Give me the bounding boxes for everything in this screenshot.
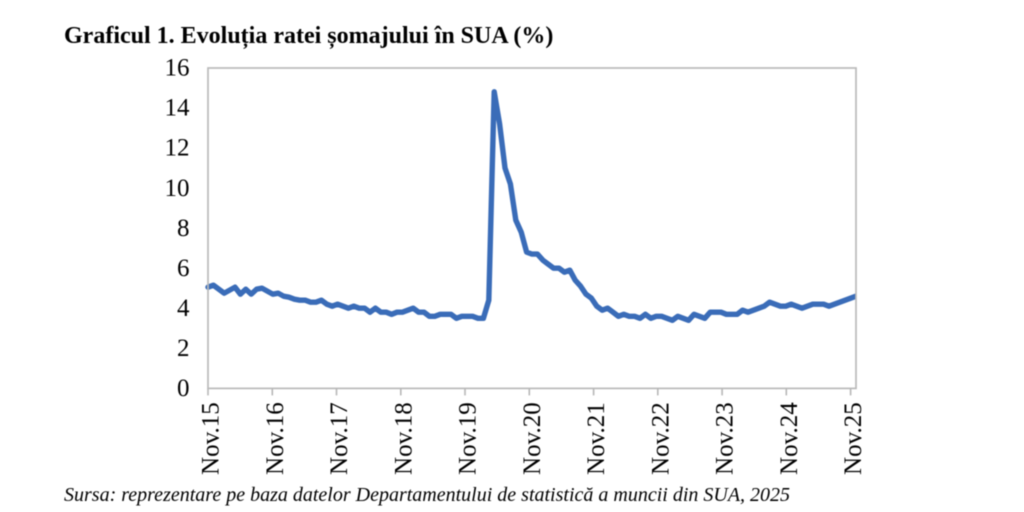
svg-text:16: 16 — [165, 55, 190, 82]
svg-text:2: 2 — [177, 335, 190, 362]
svg-text:Nov.15: Nov.15 — [198, 402, 225, 475]
svg-text:Sursa: reprezentare pe baza da: Sursa: reprezentare pe baza datelor Depa… — [64, 484, 790, 506]
svg-text:Nov.19: Nov.19 — [455, 402, 482, 475]
svg-text:6: 6 — [177, 255, 190, 282]
svg-text:Nov.16: Nov.16 — [262, 402, 289, 475]
svg-text:Nov.23: Nov.23 — [712, 402, 739, 475]
svg-text:Graficul 1. Evoluția ratei șom: Graficul 1. Evoluția ratei șomajului în … — [64, 23, 553, 49]
svg-text:Nov.25: Nov.25 — [840, 402, 867, 475]
svg-text:4: 4 — [177, 295, 190, 322]
svg-text:12: 12 — [165, 135, 190, 162]
svg-text:Nov.24: Nov.24 — [776, 402, 803, 475]
svg-text:Nov.17: Nov.17 — [326, 402, 353, 475]
svg-text:Nov.18: Nov.18 — [390, 402, 417, 475]
svg-text:10: 10 — [165, 175, 190, 202]
svg-text:8: 8 — [177, 215, 190, 242]
svg-text:Nov.21: Nov.21 — [583, 402, 610, 475]
svg-text:Nov.22: Nov.22 — [647, 402, 674, 475]
svg-text:Nov.20: Nov.20 — [519, 402, 546, 475]
svg-text:14: 14 — [165, 95, 191, 122]
svg-text:0: 0 — [177, 375, 190, 402]
